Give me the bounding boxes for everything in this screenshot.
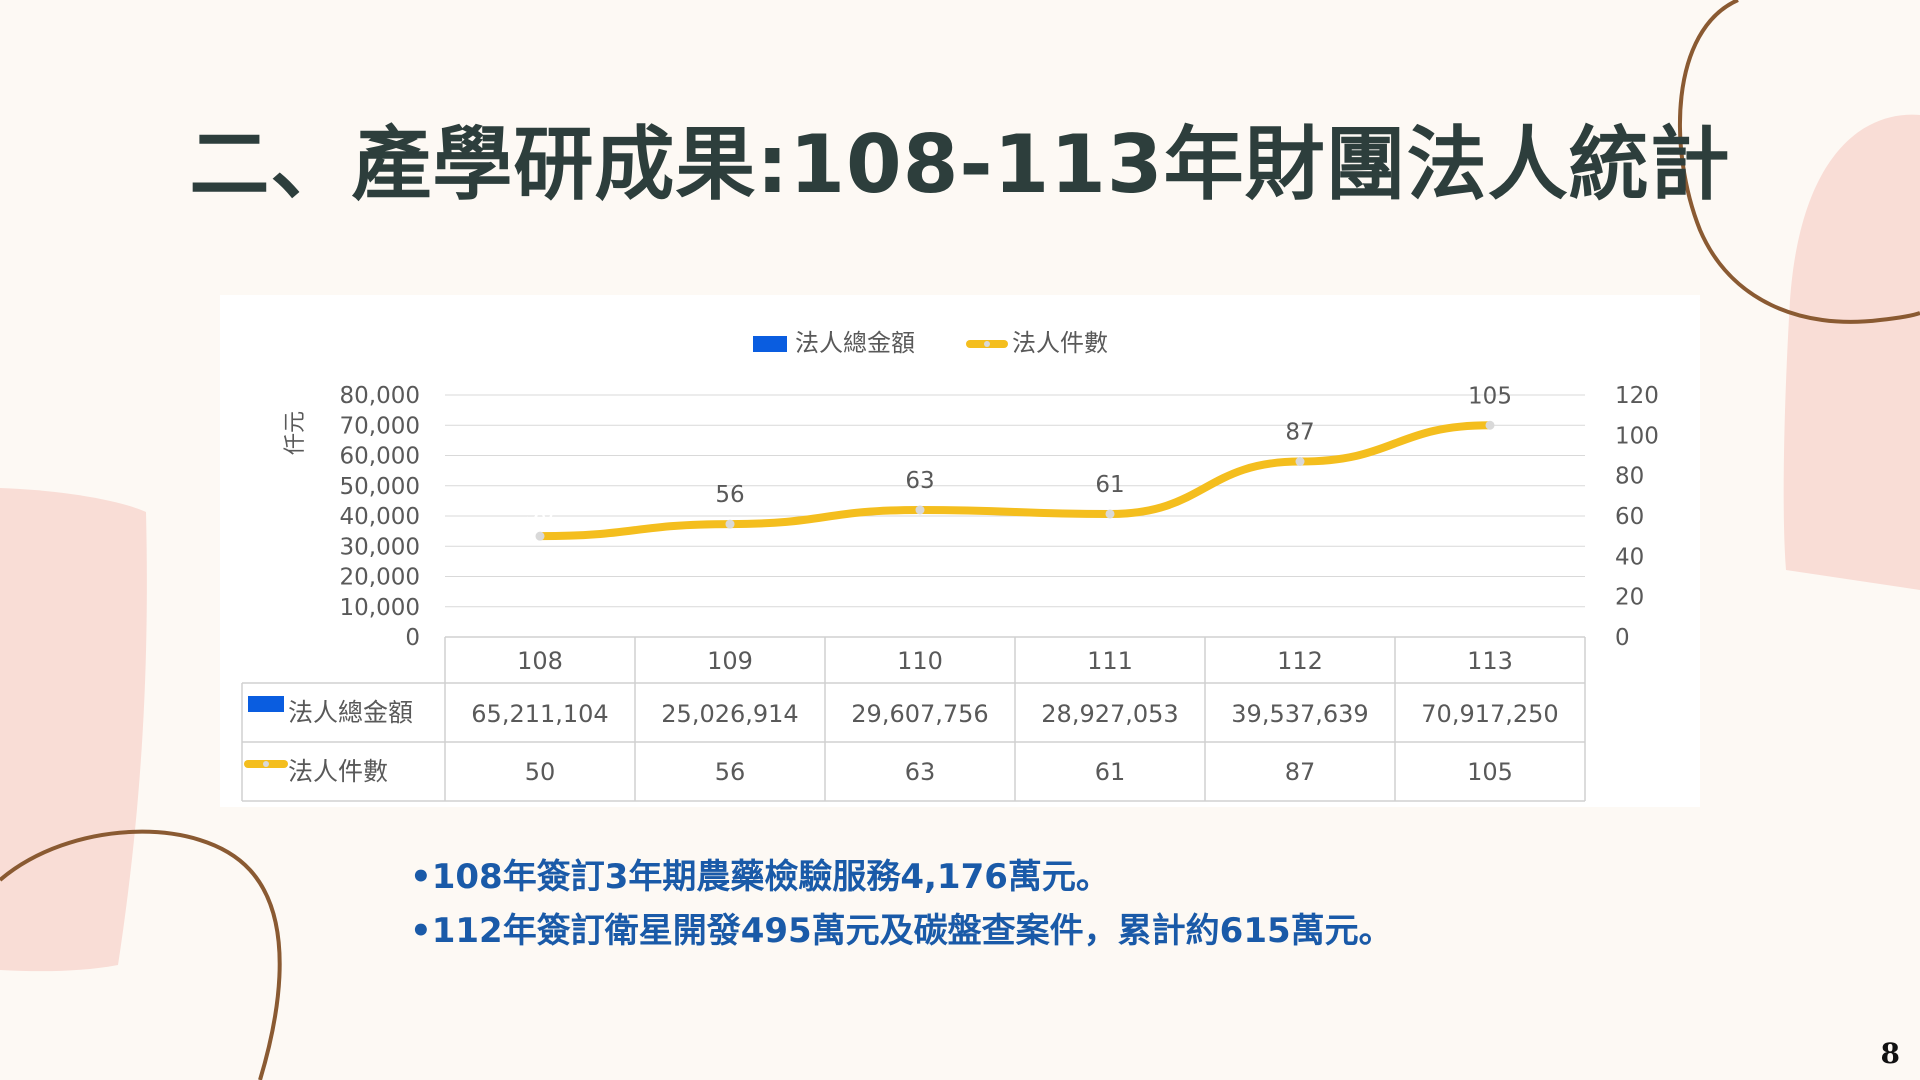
line-series	[536, 421, 1494, 541]
table-cell-count: 105	[1467, 758, 1513, 786]
blob-right	[1783, 114, 1920, 591]
y-left-tick-label: 50,000	[340, 474, 420, 500]
legend-label-bar: 法人總金額	[795, 329, 915, 357]
table-swatch-bar	[248, 696, 284, 712]
bullet-item-2: •112年簽訂衛星開發495萬元及碳盤查案件，累計約615萬元。	[410, 911, 1393, 951]
table-swatch-marker	[263, 761, 269, 767]
table-cell-amount: 28,927,053	[1041, 700, 1178, 728]
y-left-tick-label: 40,000	[340, 504, 420, 530]
y-right-tick-label: 0	[1615, 625, 1630, 651]
chart-panel: 法人總金額 法人件數 仟元 0 10,000 20,000 30,000 40,000 50,0…	[220, 295, 1700, 807]
line-point-108	[535, 531, 545, 541]
y-right-tick-label: 100	[1615, 423, 1659, 449]
legend-swatch-bar	[753, 336, 787, 352]
line-data-label-113: 105	[1468, 383, 1512, 409]
table-cell-amount: 25,026,914	[661, 700, 798, 728]
x-tick-label: 108	[517, 647, 563, 675]
blob-left	[0, 488, 147, 972]
y-right-tick-label: 20	[1615, 585, 1644, 611]
y-left-tick-label: 10,000	[340, 595, 420, 621]
table-cell-count: 63	[905, 758, 936, 786]
y-left-tick-label: 0	[405, 625, 420, 651]
combo-chart: 法人總金額 法人件數仟元010,00020,00030,00040,00050,0…	[241, 329, 1659, 802]
table-cell-amount: 39,537,639	[1231, 700, 1368, 728]
bullet-list: •108年簽訂3年期農藥檢驗服務4,176萬元。 •112年簽訂衛星開發495萬…	[410, 850, 1393, 958]
line-point-113	[1485, 420, 1495, 430]
y-right-tick-label: 40	[1615, 544, 1644, 570]
table-cell-count: 61	[1095, 758, 1126, 786]
x-tick-label: 113	[1467, 647, 1513, 675]
table-cell-amount: 70,917,250	[1421, 700, 1558, 728]
line-point-111	[1105, 509, 1115, 519]
line-point-110	[915, 505, 925, 515]
x-tick-label: 112	[1277, 647, 1323, 675]
curve-top-right	[1677, 0, 1920, 324]
legend-label-line: 法人件數	[1012, 329, 1108, 357]
y-left-tick-label: 60,000	[340, 444, 420, 470]
y-right-tick-label: 60	[1615, 504, 1644, 530]
line-data-label-110: 63	[905, 468, 934, 494]
y-left-tick-label: 20,000	[340, 565, 420, 591]
y-left-tick-label: 80,000	[340, 383, 420, 409]
line-data-label-111: 61	[1095, 472, 1124, 498]
y-right-tick-label: 80	[1615, 464, 1644, 490]
curve-bottom-left	[0, 829, 282, 1080]
page-number: 8	[1880, 1037, 1900, 1070]
x-tick-label: 110	[897, 647, 943, 675]
table-cell-count: 56	[715, 758, 746, 786]
x-tick-label: 109	[707, 647, 753, 675]
table-cell-amount: 29,607,756	[851, 700, 988, 728]
bullet-item-1: •108年簽訂3年期農藥檢驗服務4,176萬元。	[410, 857, 1110, 897]
line-point-109	[725, 519, 735, 529]
table-row-label: 法人件數	[288, 757, 388, 786]
line-point-112	[1295, 457, 1305, 467]
legend-swatch-marker	[984, 341, 990, 347]
table-row-label: 法人總金額	[288, 698, 413, 727]
y-left-tick-label: 70,000	[340, 413, 420, 439]
table-cell-count: 87	[1285, 758, 1316, 786]
y-left-tick-label: 30,000	[340, 534, 420, 560]
line-data-label-108: 50	[525, 499, 554, 525]
y-right-tick-label: 120	[1615, 383, 1659, 409]
line-data-label-109: 56	[715, 482, 744, 508]
x-tick-label: 111	[1087, 647, 1133, 675]
line-data-label-112: 87	[1285, 420, 1314, 446]
table-cell-amount: 65,211,104	[471, 700, 608, 728]
table-cell-count: 50	[525, 758, 556, 786]
y-axis-title: 仟元	[283, 411, 308, 455]
slide-title: 二、產學研成果:108-113年財團法人統計	[189, 118, 1731, 211]
